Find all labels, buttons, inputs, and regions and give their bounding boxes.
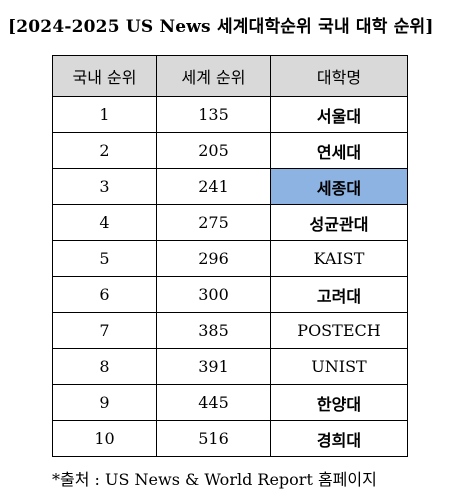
domestic-rank-cell: 4: [52, 204, 157, 241]
table-row: 5 296 KAIST: [52, 240, 408, 277]
domestic-rank-cell: 9: [52, 384, 157, 421]
table-header: 국내 순위 세계 순위 대학명: [52, 55, 408, 97]
table-row: 3 241 세종대: [52, 168, 408, 205]
domestic-rank-cell: 8: [52, 348, 157, 385]
source-footnote: *출처 : US News & World Report 홈페이지: [52, 470, 377, 489]
university-cell: 연세대: [270, 132, 408, 169]
domestic-rank-cell: 7: [52, 312, 157, 349]
university-cell: POSTECH: [270, 312, 408, 349]
domestic-rank-cell: 2: [52, 132, 157, 169]
university-cell: 서울대: [270, 96, 408, 133]
world-rank-cell: 135: [156, 96, 271, 133]
table-row: 7 385 POSTECH: [52, 312, 408, 349]
domestic-rank-cell: 6: [52, 276, 157, 313]
table-row: 4 275 성균관대: [52, 204, 408, 241]
header-university: 대학명: [270, 55, 408, 97]
world-rank-cell: 300: [156, 276, 271, 313]
university-cell: UNIST: [270, 348, 408, 385]
table-row: 1 135 서울대: [52, 96, 408, 133]
world-rank-cell: 205: [156, 132, 271, 169]
university-cell: 성균관대: [270, 204, 408, 241]
university-cell: 고려대: [270, 276, 408, 313]
university-cell-highlighted: 세종대: [270, 168, 408, 205]
domestic-rank-cell: 10: [52, 420, 157, 457]
table-row: 9 445 한양대: [52, 384, 408, 421]
table-row: 2 205 연세대: [52, 132, 408, 169]
table-row: 8 391 UNIST: [52, 348, 408, 385]
university-cell: 경희대: [270, 420, 408, 457]
domestic-rank-cell: 1: [52, 96, 157, 133]
world-rank-cell: 391: [156, 348, 271, 385]
world-rank-cell: 516: [156, 420, 271, 457]
ranking-table: 국내 순위 세계 순위 대학명 1 135 서울대 2 205 연세대 3 24…: [52, 55, 408, 457]
table-row: 10 516 경희대: [52, 420, 408, 457]
header-domestic-rank: 국내 순위: [52, 55, 157, 97]
world-rank-cell: 275: [156, 204, 271, 241]
page-title: [2024-2025 US News 세계대학순위 국내 대학 순위]: [8, 17, 434, 37]
university-cell: KAIST: [270, 240, 408, 277]
header-world-rank: 세계 순위: [156, 55, 271, 97]
world-rank-cell: 241: [156, 168, 271, 205]
table-row: 6 300 고려대: [52, 276, 408, 313]
header-row: 국내 순위 세계 순위 대학명: [52, 55, 408, 97]
world-rank-cell: 445: [156, 384, 271, 421]
domestic-rank-cell: 5: [52, 240, 157, 277]
world-rank-cell: 385: [156, 312, 271, 349]
table-body: 1 135 서울대 2 205 연세대 3 241 세종대 4 275 성균관대…: [52, 96, 408, 457]
domestic-rank-cell: 3: [52, 168, 157, 205]
university-cell: 한양대: [270, 384, 408, 421]
world-rank-cell: 296: [156, 240, 271, 277]
